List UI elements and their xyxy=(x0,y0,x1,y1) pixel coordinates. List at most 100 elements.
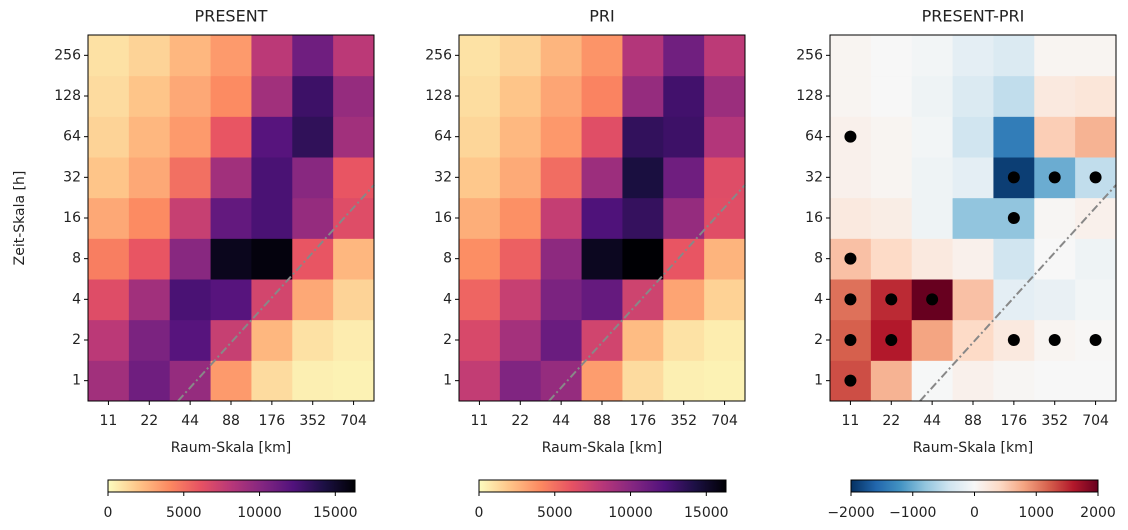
heat-cell xyxy=(830,197,872,239)
heat-cell xyxy=(499,157,542,199)
heat-cell xyxy=(870,238,913,280)
heat-cell xyxy=(169,279,212,321)
y-tick-label: 2 xyxy=(814,332,823,348)
heat-cell xyxy=(870,75,913,117)
y-tick-label: 64 xyxy=(63,129,81,145)
heat-cell xyxy=(251,75,293,117)
heat-cell xyxy=(459,279,501,321)
heat-cell xyxy=(292,319,334,361)
heat-cell xyxy=(128,116,171,158)
heat-cell xyxy=(128,35,171,77)
heat-cell xyxy=(911,197,954,239)
heat-cell xyxy=(1034,116,1076,158)
heat-cell xyxy=(911,35,954,77)
significance-dot xyxy=(1048,334,1061,346)
heat-cell xyxy=(540,75,583,117)
heat-cell xyxy=(663,319,705,361)
heat-cell xyxy=(333,238,375,280)
heat-cell xyxy=(292,157,334,199)
heat-cell xyxy=(128,238,171,280)
heat-cell xyxy=(993,75,1035,117)
heat-cell xyxy=(663,116,705,158)
colorbar-tick-label: 10000 xyxy=(237,505,282,521)
y-tick-label: 4 xyxy=(72,291,81,307)
heat-cell xyxy=(333,35,375,77)
heat-cell xyxy=(870,35,913,77)
colorbar-tick-label: 0 xyxy=(475,505,484,521)
heat-cell xyxy=(663,238,705,280)
heat-cell xyxy=(581,35,623,77)
x-tick-label: 176 xyxy=(629,413,656,429)
y-tick-label: 16 xyxy=(63,210,81,226)
heat-cell xyxy=(128,360,171,402)
x-tick-label: 44 xyxy=(181,413,199,429)
heat-cell xyxy=(333,279,375,321)
x-tick-label: 88 xyxy=(222,413,240,429)
significance-dot xyxy=(885,334,898,346)
heat-cell xyxy=(499,319,542,361)
heat-cell xyxy=(1034,279,1076,321)
heat-cell xyxy=(210,279,252,321)
heat-cell xyxy=(704,157,746,199)
heat-cell xyxy=(911,116,954,158)
heat-cell xyxy=(540,319,583,361)
heat-cell xyxy=(88,238,130,280)
heat-cell xyxy=(911,238,954,280)
y-tick-label: 256 xyxy=(54,47,81,63)
heat-cell xyxy=(870,360,913,402)
heat-cell xyxy=(993,35,1035,77)
heat-cell xyxy=(499,75,542,117)
heat-cell xyxy=(128,75,171,117)
heat-cell xyxy=(169,157,212,199)
heat-cell xyxy=(704,319,746,361)
significance-dot xyxy=(1007,212,1020,224)
colorbar xyxy=(478,479,727,493)
heat-cell xyxy=(88,360,130,402)
heat-cell xyxy=(540,157,583,199)
heat-cell xyxy=(1075,197,1117,239)
heat-cell xyxy=(911,75,954,117)
heat-cell xyxy=(663,35,705,77)
heat-cell xyxy=(704,238,746,280)
heat-cell xyxy=(459,360,501,402)
significance-dot xyxy=(1048,171,1061,184)
heat-cell xyxy=(830,75,872,117)
heat-cell xyxy=(952,35,994,77)
heat-cell xyxy=(704,75,746,117)
heat-cell xyxy=(499,197,542,239)
x-tick-label: 44 xyxy=(552,413,570,429)
heat-cell xyxy=(993,360,1035,402)
heat-cell xyxy=(251,35,293,77)
x-tick-label: 704 xyxy=(711,413,738,429)
heat-cell xyxy=(1034,197,1076,239)
significance-dot xyxy=(885,293,898,306)
heat-cell xyxy=(499,35,542,77)
heat-cell xyxy=(292,360,334,402)
heat-cell xyxy=(333,157,375,199)
heat-cell xyxy=(210,35,252,77)
heat-cell xyxy=(499,360,542,402)
heat-cell xyxy=(1034,360,1076,402)
heat-cell xyxy=(333,75,375,117)
heat-cell xyxy=(333,319,375,361)
colorbar-tick-label: 2000 xyxy=(1080,505,1116,521)
x-axis-label: Raum-Skala [km] xyxy=(542,440,662,456)
heat-cell xyxy=(622,157,664,199)
heat-cell xyxy=(128,157,171,199)
significance-dot xyxy=(926,293,939,306)
heat-cell xyxy=(540,35,583,77)
reference-line xyxy=(177,184,375,402)
y-tick-label: 32 xyxy=(434,169,452,185)
heat-cell xyxy=(459,157,501,199)
y-tick-label: 1 xyxy=(72,373,81,389)
y-tick-label: 64 xyxy=(434,129,452,145)
x-tick-label: 704 xyxy=(340,413,367,429)
heat-cell xyxy=(952,116,994,158)
heat-cell xyxy=(459,197,501,239)
heat-cell xyxy=(128,197,171,239)
y-tick-label: 32 xyxy=(63,169,81,185)
heat-cell xyxy=(292,197,334,239)
heat-cell xyxy=(663,197,705,239)
heat-cell xyxy=(333,360,375,402)
heat-cell xyxy=(663,360,705,402)
